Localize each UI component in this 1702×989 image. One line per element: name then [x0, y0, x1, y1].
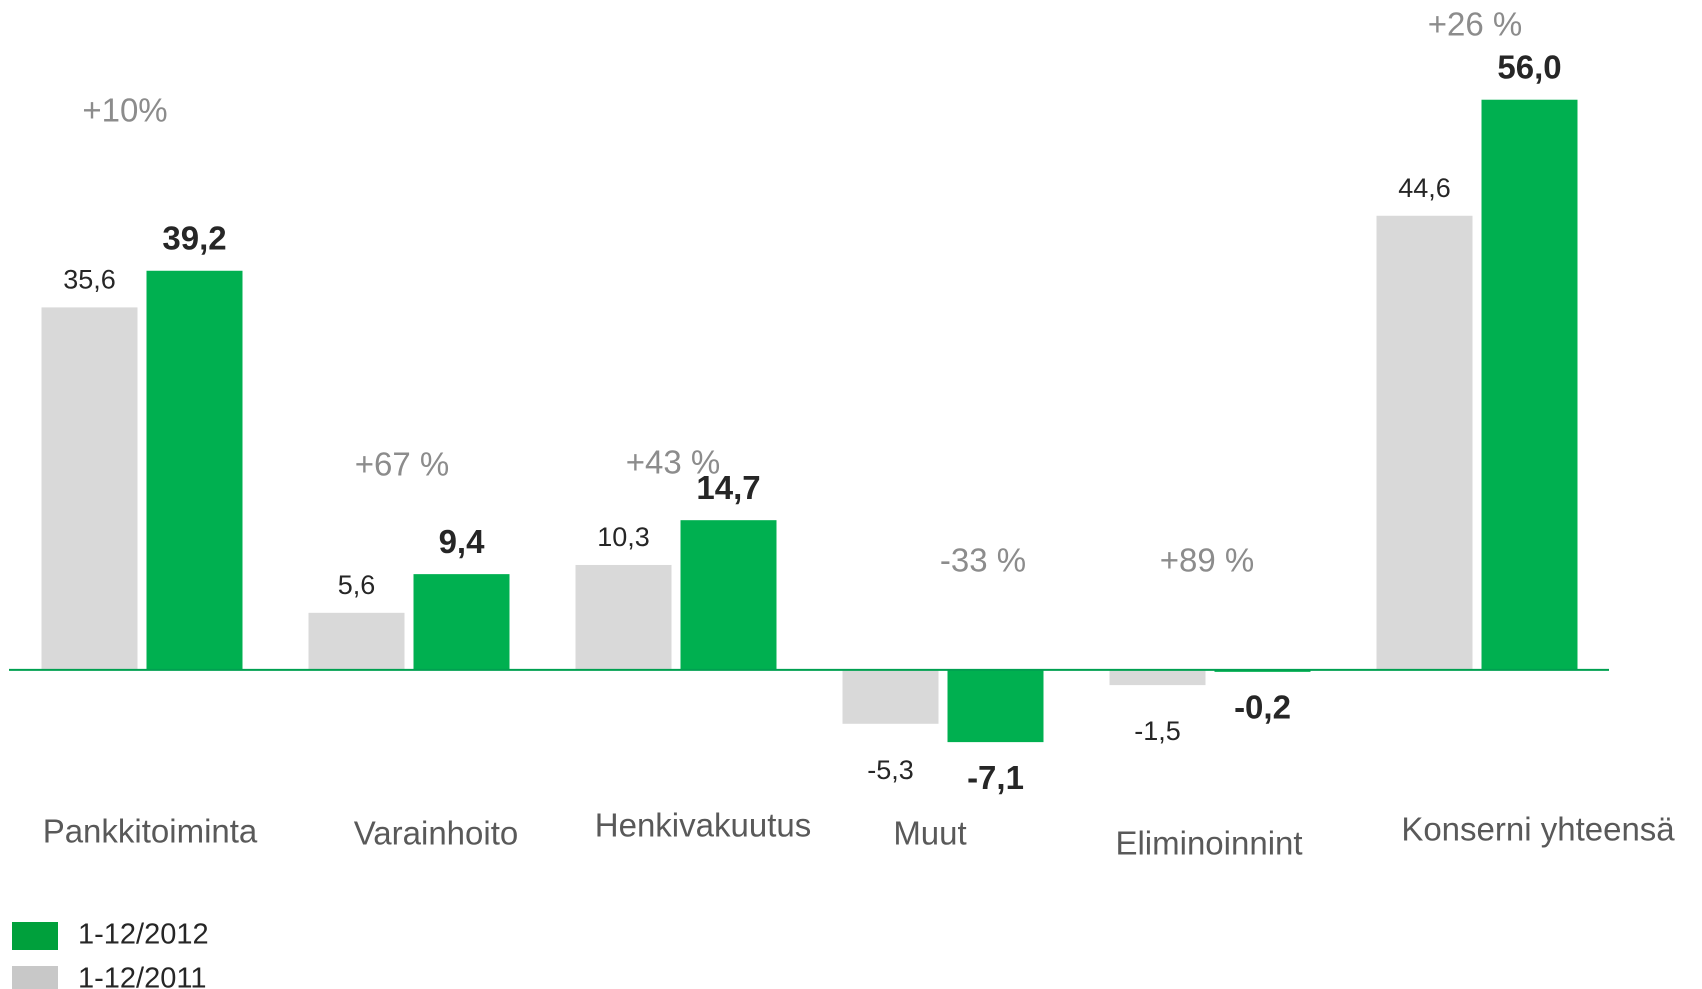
annotation: -33 %	[940, 542, 1026, 579]
bar	[146, 270, 243, 670]
bar	[308, 612, 405, 670]
bar	[842, 669, 939, 724]
x-tick-label: Muut	[893, 815, 966, 852]
legend-label: 1-12/2011	[78, 963, 206, 989]
x-tick-label: Eliminoinnint	[1115, 825, 1302, 862]
value-label: 10,3	[597, 522, 650, 552]
legend-label: 1-12/2012	[78, 919, 209, 951]
x-tick-label: Konserni yhteensä	[1401, 811, 1675, 848]
bar	[947, 669, 1044, 743]
annotation: +10%	[82, 92, 167, 129]
bar	[1481, 99, 1578, 670]
bar	[413, 574, 510, 670]
bar	[41, 307, 138, 670]
annotation: +89 %	[1160, 542, 1255, 579]
legend-swatch	[12, 966, 58, 989]
bar	[1109, 669, 1206, 686]
value-label: 44,6	[1398, 173, 1451, 203]
value-label: 14,7	[696, 469, 760, 506]
bar	[1376, 215, 1473, 670]
annotation: +26 %	[1428, 6, 1523, 43]
value-label: 39,2	[162, 219, 226, 256]
x-tick-label: Pankkitoiminta	[43, 813, 258, 850]
annotation: +67 %	[355, 446, 450, 483]
legend-swatch	[12, 922, 58, 950]
value-label: -5,3	[867, 755, 914, 785]
value-label: 5,6	[338, 570, 376, 600]
x-tick-label: Henkivakuutus	[595, 807, 811, 844]
value-label: 56,0	[1497, 48, 1561, 85]
bar	[575, 564, 672, 670]
x-tick-label: Varainhoito	[354, 815, 519, 852]
annotation: +43 %	[626, 444, 721, 481]
value-label: -1,5	[1134, 716, 1181, 746]
value-label: -7,1	[967, 759, 1024, 796]
value-label: 35,6	[63, 265, 116, 295]
value-label: 9,4	[439, 523, 486, 560]
bar	[680, 520, 777, 670]
value-label: -0,2	[1234, 689, 1291, 726]
bar	[1214, 669, 1311, 672]
